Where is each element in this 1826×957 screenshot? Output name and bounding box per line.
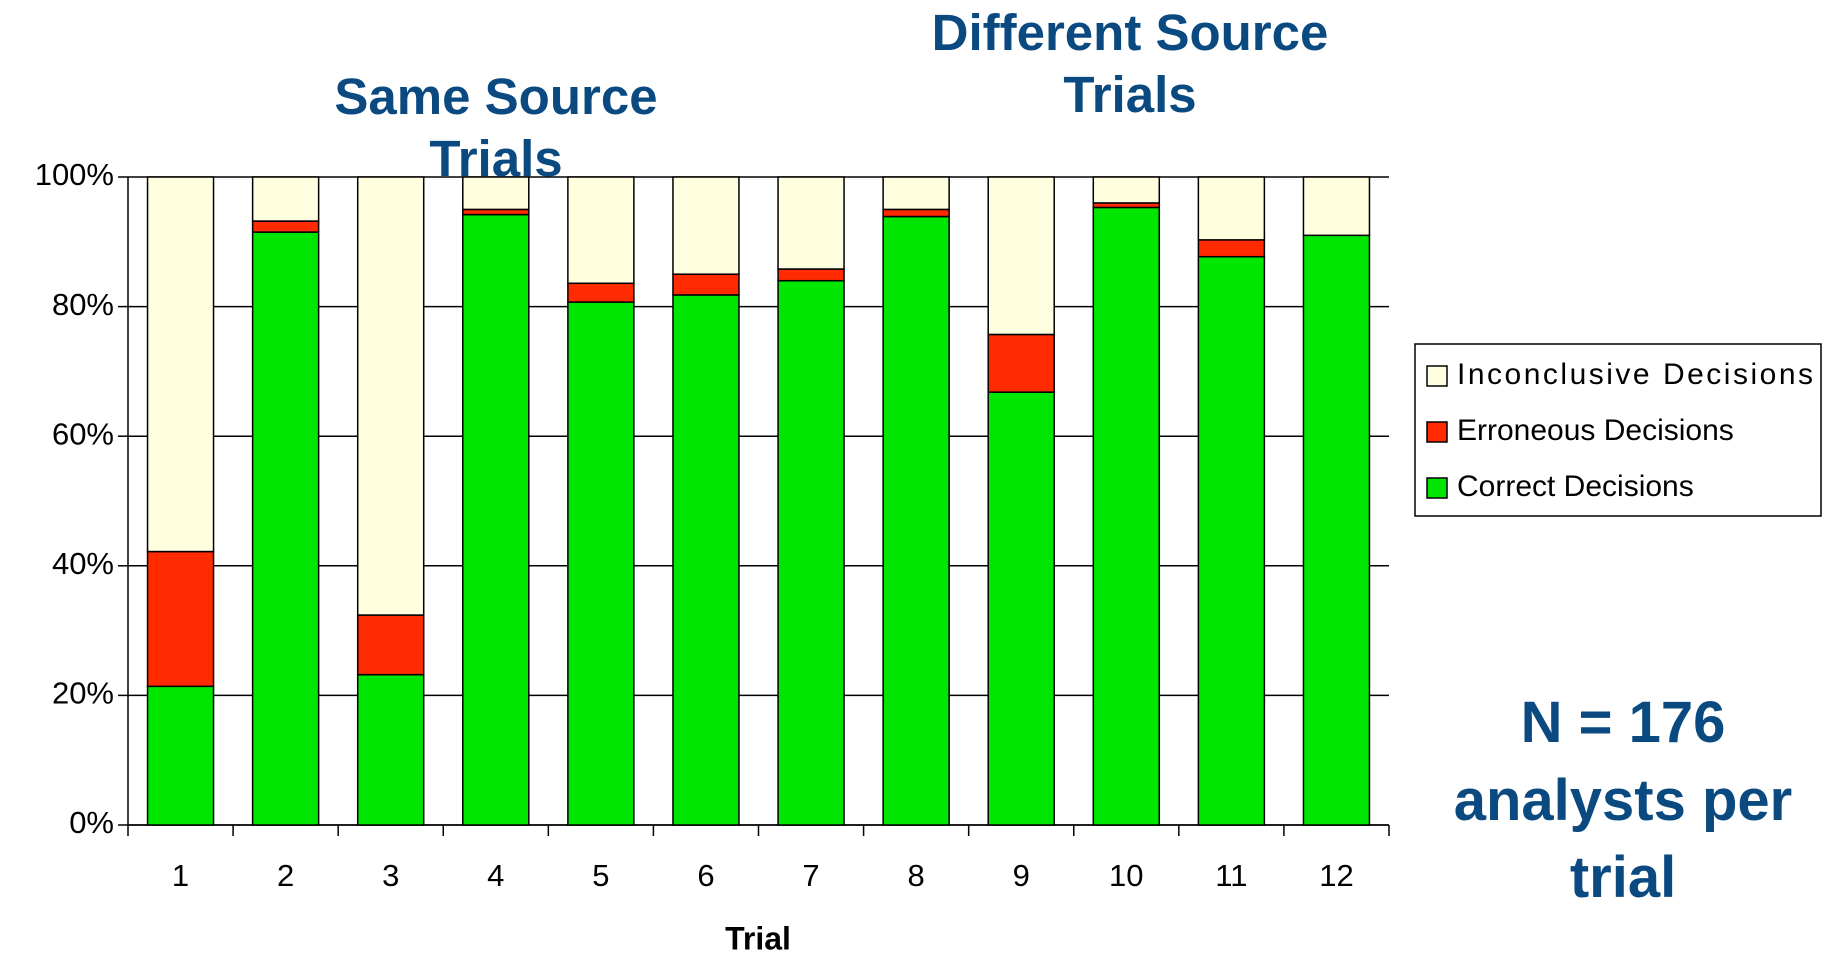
x-tick-label: 7: [802, 858, 819, 893]
bar-segment: [987, 176, 1055, 336]
annotation: N = 176 analysts per trial: [1453, 690, 1793, 911]
y-tick-label: 40%: [52, 546, 114, 581]
bar-segment: [1302, 234, 1371, 826]
x-tick-label: 10: [1109, 858, 1143, 893]
y-tick-label: 100%: [35, 157, 114, 192]
bar-segment: [1197, 239, 1266, 258]
bar-segment: [882, 208, 950, 218]
bar-segment: [1302, 176, 1371, 237]
bar-segment: [1092, 206, 1161, 826]
y-tick-label: 60%: [52, 416, 114, 451]
bar-segment: [251, 231, 320, 826]
bar-segment: [251, 220, 320, 233]
x-tick-label: 6: [697, 858, 714, 893]
x-tick-label: 9: [1013, 858, 1030, 893]
legend-swatch: [1426, 421, 1448, 443]
x-tick-label: 2: [277, 858, 294, 893]
bar-segment: [882, 176, 950, 211]
bar-segment: [462, 213, 530, 826]
legend-swatch: [1426, 477, 1448, 499]
x-axis-label: Trial: [725, 920, 791, 956]
bar-segment: [987, 391, 1055, 826]
bar-segment: [882, 215, 950, 826]
bar-segment: [462, 176, 530, 211]
bar-segment: [356, 673, 425, 826]
legend-label: Erroneous Decisions: [1457, 414, 1734, 447]
legend-swatch: [1426, 365, 1448, 387]
y-tick-label: 80%: [52, 287, 114, 322]
bar-segment: [1197, 255, 1266, 826]
x-tick-label: 1: [172, 858, 189, 893]
legend-label: Inconclusive Decisions: [1457, 358, 1813, 391]
x-tick-label: 3: [382, 858, 399, 893]
bar-segment: [987, 333, 1055, 393]
bar-segment: [777, 279, 845, 826]
bar-segment: [777, 268, 845, 282]
bar-segment: [567, 176, 635, 285]
bar-segment: [567, 282, 635, 303]
bar-segment: [356, 614, 425, 676]
x-tick-label: 5: [592, 858, 609, 893]
annotation: Different Source Trials: [931, 4, 1329, 124]
bar-segment: [672, 294, 740, 826]
bar-segment: [146, 176, 215, 553]
bar-segment: [672, 176, 740, 275]
bar-segment: [672, 273, 740, 296]
legend-label: Correct Decisions: [1457, 470, 1694, 503]
bar-segment: [567, 301, 635, 826]
bar-segment: [777, 176, 845, 270]
x-tick-label: 8: [908, 858, 925, 893]
y-tick-label: 20%: [52, 676, 114, 711]
legend-box: [1414, 343, 1822, 517]
bar-segment: [1092, 176, 1161, 204]
bar-segment: [251, 176, 320, 222]
y-tick-label: 0%: [69, 805, 114, 840]
x-tick-label: 4: [487, 858, 504, 893]
annotation: Same Source Trials: [334, 68, 658, 188]
bar-segment: [356, 176, 425, 616]
bar-segment: [462, 208, 530, 216]
bar-segment: [146, 550, 215, 688]
bar-segment: [1197, 176, 1266, 241]
bar-segment: [146, 685, 215, 826]
x-tick-label: 11: [1215, 858, 1247, 893]
x-tick-label: 12: [1319, 858, 1353, 893]
